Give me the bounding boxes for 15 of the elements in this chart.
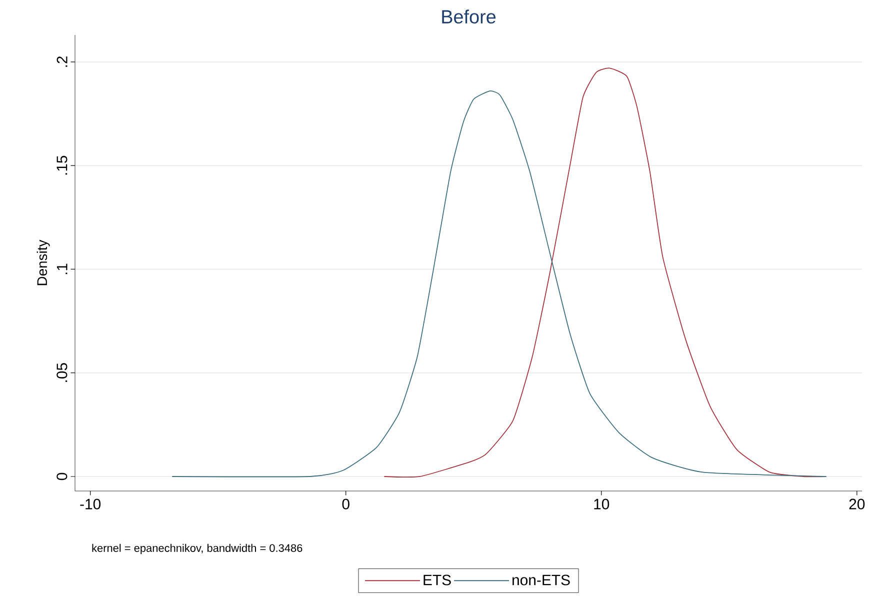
chart-title: Before bbox=[442, 10, 496, 24]
legend-label: non-ETS bbox=[512, 574, 570, 586]
x-tick-label: 20 bbox=[849, 498, 865, 510]
y-axis-title: Density bbox=[36, 240, 50, 286]
y-tick-label: .15 bbox=[56, 156, 68, 175]
y-tick-label: .1 bbox=[56, 264, 68, 274]
x-tick-label: -10 bbox=[80, 498, 101, 510]
x-tick-label: 0 bbox=[342, 498, 350, 510]
y-tick-label: .2 bbox=[56, 56, 68, 67]
text: kernel = epanechnikov, bandwidth = 0.3486 bbox=[92, 544, 302, 554]
y-tick-label: 0 bbox=[56, 472, 68, 480]
legend-label: ETS bbox=[424, 574, 451, 586]
x-tick-label: 10 bbox=[594, 498, 610, 510]
line-series bbox=[172, 90, 827, 478]
y-tick-label: .05 bbox=[56, 363, 68, 382]
